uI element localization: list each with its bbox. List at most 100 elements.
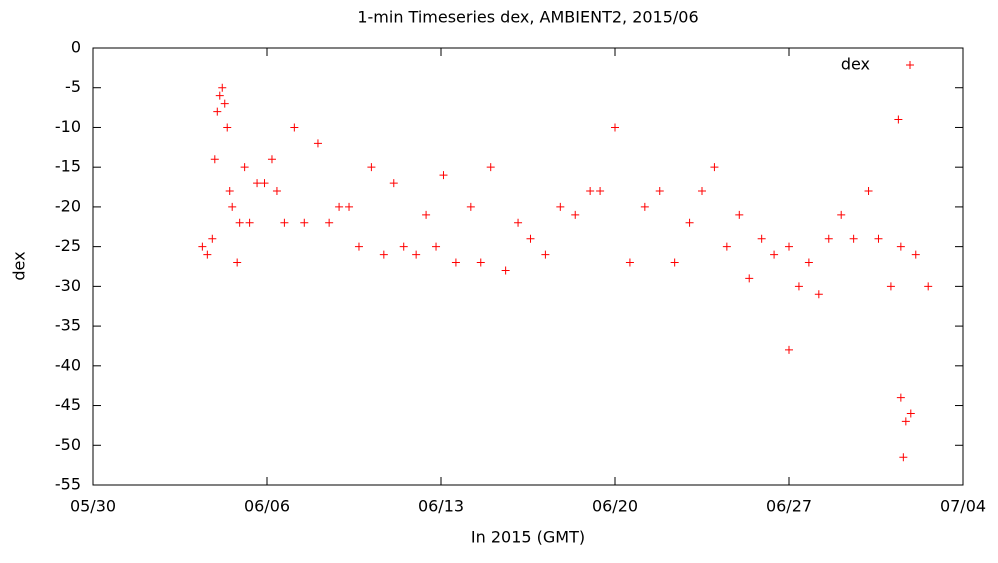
y-tick-label: -45 [55, 395, 81, 414]
plot-frame [92, 47, 964, 486]
data-point [367, 163, 376, 172]
data-point [901, 417, 910, 426]
data-point [896, 393, 905, 402]
data-point [785, 242, 793, 251]
data-point [625, 258, 634, 267]
y-tick-label: -5 [65, 77, 81, 96]
x-tick-label: 07/04 [940, 497, 986, 516]
data-point [874, 234, 883, 243]
data-point [345, 202, 354, 211]
data-point [235, 218, 244, 227]
data-point [223, 123, 232, 132]
data-point [685, 218, 694, 227]
data-point [794, 282, 803, 291]
y-tick-label: -20 [55, 196, 81, 215]
data-point [735, 210, 744, 219]
data-point [899, 453, 908, 462]
data-point [896, 242, 905, 251]
data-point [389, 179, 398, 188]
data-point [655, 187, 664, 196]
data-point [571, 210, 580, 219]
data-point [596, 187, 605, 196]
data-point [466, 202, 475, 211]
legend-marker [906, 61, 914, 69]
data-point [213, 107, 222, 116]
y-tick-label: -55 [55, 475, 81, 494]
x-tick-label: 06/27 [766, 497, 812, 516]
x-tick-label: 05/30 [70, 497, 116, 516]
y-tick-label: -10 [55, 117, 81, 136]
data-point [804, 258, 813, 267]
data-point [290, 123, 299, 132]
data-point [837, 210, 846, 219]
data-point [198, 242, 207, 251]
data-point [849, 234, 858, 243]
legend-label: dex [841, 55, 870, 74]
data-point [906, 409, 915, 418]
data-point [698, 187, 706, 196]
data-point [245, 218, 254, 227]
y-tick-label: -30 [55, 276, 81, 295]
data-point [412, 250, 421, 259]
y-tick-label: -25 [55, 236, 81, 255]
x-tick-label: 06/13 [418, 497, 464, 516]
y-tick-label: -40 [55, 355, 81, 374]
data-point [911, 250, 920, 259]
data-point [233, 258, 242, 267]
data-point [476, 258, 485, 267]
data-point [208, 234, 217, 243]
data-point [586, 187, 595, 196]
data-point [432, 242, 441, 251]
data-point [640, 202, 649, 211]
data-point [814, 290, 823, 299]
y-axis-label: dex [10, 251, 29, 280]
data-point [253, 179, 262, 188]
data-point [770, 250, 779, 259]
data-point [824, 234, 833, 243]
data-point [501, 266, 510, 275]
data-point [272, 187, 281, 196]
x-tick-label: 06/20 [592, 497, 638, 516]
data-point [313, 139, 322, 148]
y-tick-label: -35 [55, 316, 81, 335]
data-point [785, 345, 793, 354]
data-point [541, 250, 550, 259]
data-point [864, 187, 873, 196]
data-point [526, 234, 535, 243]
data-point [267, 155, 276, 164]
x-axis-label: In 2015 (GMT) [471, 528, 585, 547]
data-point [325, 218, 334, 227]
data-point [745, 274, 754, 283]
data-point [218, 83, 227, 92]
data-point [220, 99, 229, 108]
data-point [757, 234, 766, 243]
data-point [722, 242, 731, 251]
data-point [215, 91, 224, 100]
data-point [280, 218, 289, 227]
data-point [924, 282, 933, 291]
data-point [670, 258, 679, 267]
data-point [486, 163, 495, 172]
data-point [335, 202, 344, 211]
data-point [210, 155, 219, 164]
data-point [556, 202, 565, 211]
data-point [422, 210, 431, 219]
data-point [710, 163, 719, 172]
data-point [203, 250, 212, 259]
data-point [886, 282, 895, 291]
data-point [399, 242, 408, 251]
data-point [514, 218, 523, 227]
data-point [379, 250, 388, 259]
chart-title: 1-min Timeseries dex, AMBIENT2, 2015/06 [357, 8, 698, 27]
data-point [354, 242, 363, 251]
data-point [240, 163, 249, 172]
y-tick-label: 0 [71, 38, 81, 57]
x-tick-label: 06/06 [244, 497, 290, 516]
y-tick-label: -15 [55, 157, 81, 176]
data-point [228, 202, 237, 211]
data-point [611, 123, 619, 132]
data-point [225, 187, 234, 196]
data-point [300, 218, 309, 227]
data-point [260, 179, 269, 188]
